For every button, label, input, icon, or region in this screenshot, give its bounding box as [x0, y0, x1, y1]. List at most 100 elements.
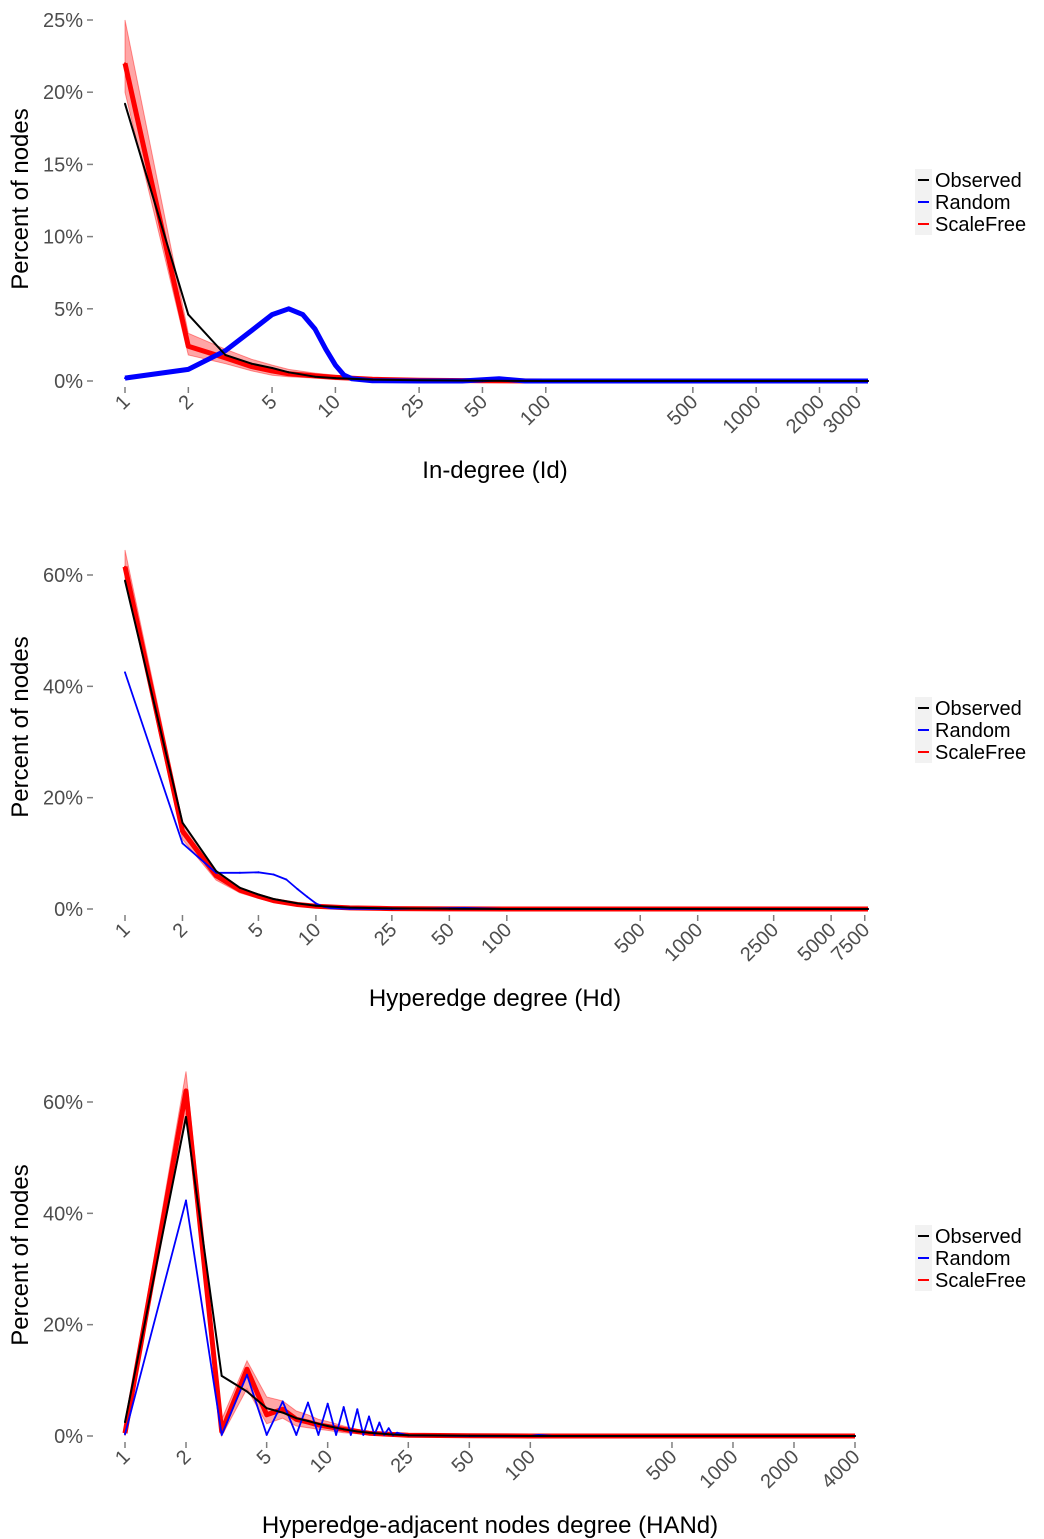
data-point-observed	[187, 313, 190, 316]
data-point-random	[281, 1400, 284, 1403]
data-point-observed	[390, 907, 393, 910]
data-point-observed	[257, 893, 260, 896]
x-tick-label: 25	[370, 919, 401, 950]
data-point-random	[335, 1433, 338, 1436]
data-point-random	[246, 1373, 248, 1376]
data-point-random	[314, 902, 317, 905]
data-point-random	[498, 377, 501, 380]
x-tick-label: 2000	[757, 1446, 804, 1493]
x-tick-label: 25	[397, 391, 428, 422]
series-line-observed	[124, 580, 868, 910]
data-point-scalefree	[257, 895, 260, 898]
x-tick-label: 2500	[736, 919, 783, 966]
data-point-random	[250, 329, 253, 332]
data-point-random	[124, 671, 126, 674]
data-point-random	[287, 307, 290, 310]
data-point-scalefree	[187, 345, 190, 348]
data-point-observed	[854, 1435, 856, 1437]
data-point-observed	[387, 1433, 390, 1436]
data-point-observed	[265, 1407, 268, 1410]
x-tick-label: 5	[245, 919, 268, 942]
x-axis-title: Hyperedge-adjacent nodes degree (HANd)	[262, 1512, 718, 1539]
data-point-random	[378, 1421, 381, 1424]
data-point-observed	[356, 1430, 359, 1433]
data-point-observed	[224, 354, 227, 356]
legend-label-random: Random	[935, 1248, 1011, 1270]
chart-panel-hyperedge-degree: 0%20%40%60% 1 2 5 10 25 50 100 500 1000 2500 50007…	[7, 549, 1026, 1012]
data-point-random	[349, 1433, 352, 1436]
x-tick-label: 5	[258, 391, 281, 414]
x-tick-label: 500	[611, 919, 650, 958]
y-tick-label: 15%	[43, 154, 83, 176]
data-point-random	[301, 313, 304, 316]
data-point-random	[124, 377, 126, 380]
data-point-observed	[281, 1411, 284, 1414]
data-point-random	[342, 1406, 345, 1409]
y-tick-label: 40%	[43, 1203, 83, 1225]
series-line-scalefree	[122, 62, 868, 384]
data-point-scalefree	[246, 1368, 248, 1371]
scalefree-band-layer	[124, 1071, 855, 1438]
y-tick-label: 0%	[54, 899, 83, 921]
data-point-random	[324, 348, 327, 351]
data-point-scalefree	[185, 1089, 187, 1092]
data-point-random	[396, 1431, 399, 1434]
y-tick-label: 60%	[43, 1092, 83, 1114]
x-tick-label: 100	[501, 1446, 540, 1485]
data-point-scalefree	[224, 356, 227, 359]
data-point-random	[257, 871, 260, 874]
data-point-random	[124, 1433, 126, 1436]
data-point-random	[373, 1433, 376, 1436]
data-point-random	[185, 1199, 187, 1202]
data-point-scalefree	[181, 830, 184, 833]
x-tick-label: 1	[111, 919, 134, 942]
data-point-observed	[348, 906, 351, 909]
legend-label-random: Random	[935, 192, 1011, 214]
x-tick-label: 1000	[719, 391, 766, 438]
scalefree-simulation-band	[124, 19, 868, 382]
data-point-observed	[124, 579, 126, 582]
data-point-observed	[185, 1116, 187, 1118]
x-tick-label: 500	[663, 391, 702, 430]
scalefree-band-layer	[124, 19, 868, 382]
data-point-random	[220, 1433, 223, 1436]
scalefree-simulation-band	[124, 549, 868, 910]
x-tick-label: 50	[448, 1446, 479, 1477]
series-lines-layer	[122, 62, 869, 384]
data-point-random	[271, 313, 274, 316]
data-point-observed	[181, 821, 184, 824]
data-point-random	[224, 349, 227, 352]
chart-panel-in-degree: 0%5%10%15%20%25% 1 2 5 10 25 50 100 500 1000 2000…	[7, 10, 1026, 484]
x-tick-label: 1	[111, 1446, 134, 1469]
data-point-random	[187, 368, 190, 371]
data-point-scalefree	[124, 62, 126, 65]
data-point-scalefree	[271, 369, 274, 372]
data-point-scalefree	[265, 1413, 268, 1416]
x-tick-label: 3000	[819, 391, 866, 438]
y-tick-label: 40%	[43, 676, 83, 698]
data-point-random	[356, 1408, 359, 1411]
y-tick-label: 5%	[54, 299, 83, 321]
data-point-random	[326, 1402, 329, 1405]
data-point-random	[238, 871, 241, 874]
data-point-observed	[246, 1390, 248, 1393]
data-point-observed	[326, 1425, 329, 1427]
legend-label-scalefree: ScaleFree	[935, 1270, 1026, 1292]
data-point-observed	[342, 1428, 345, 1431]
data-point-observed	[481, 379, 484, 382]
data-point-observed	[287, 371, 290, 374]
y-tick-label: 20%	[43, 1315, 83, 1337]
x-tick-label: 10	[314, 391, 345, 422]
x-tick-label: 10	[306, 1446, 337, 1477]
data-point-scalefree	[250, 365, 253, 368]
x-tick-label: 4000	[818, 1446, 865, 1493]
data-point-random	[306, 895, 309, 898]
series-lines-layer	[122, 1088, 856, 1439]
x-tick-label: 100	[516, 391, 555, 430]
series-line-random	[124, 672, 868, 910]
legend-label-scalefree: ScaleFree	[935, 742, 1026, 764]
